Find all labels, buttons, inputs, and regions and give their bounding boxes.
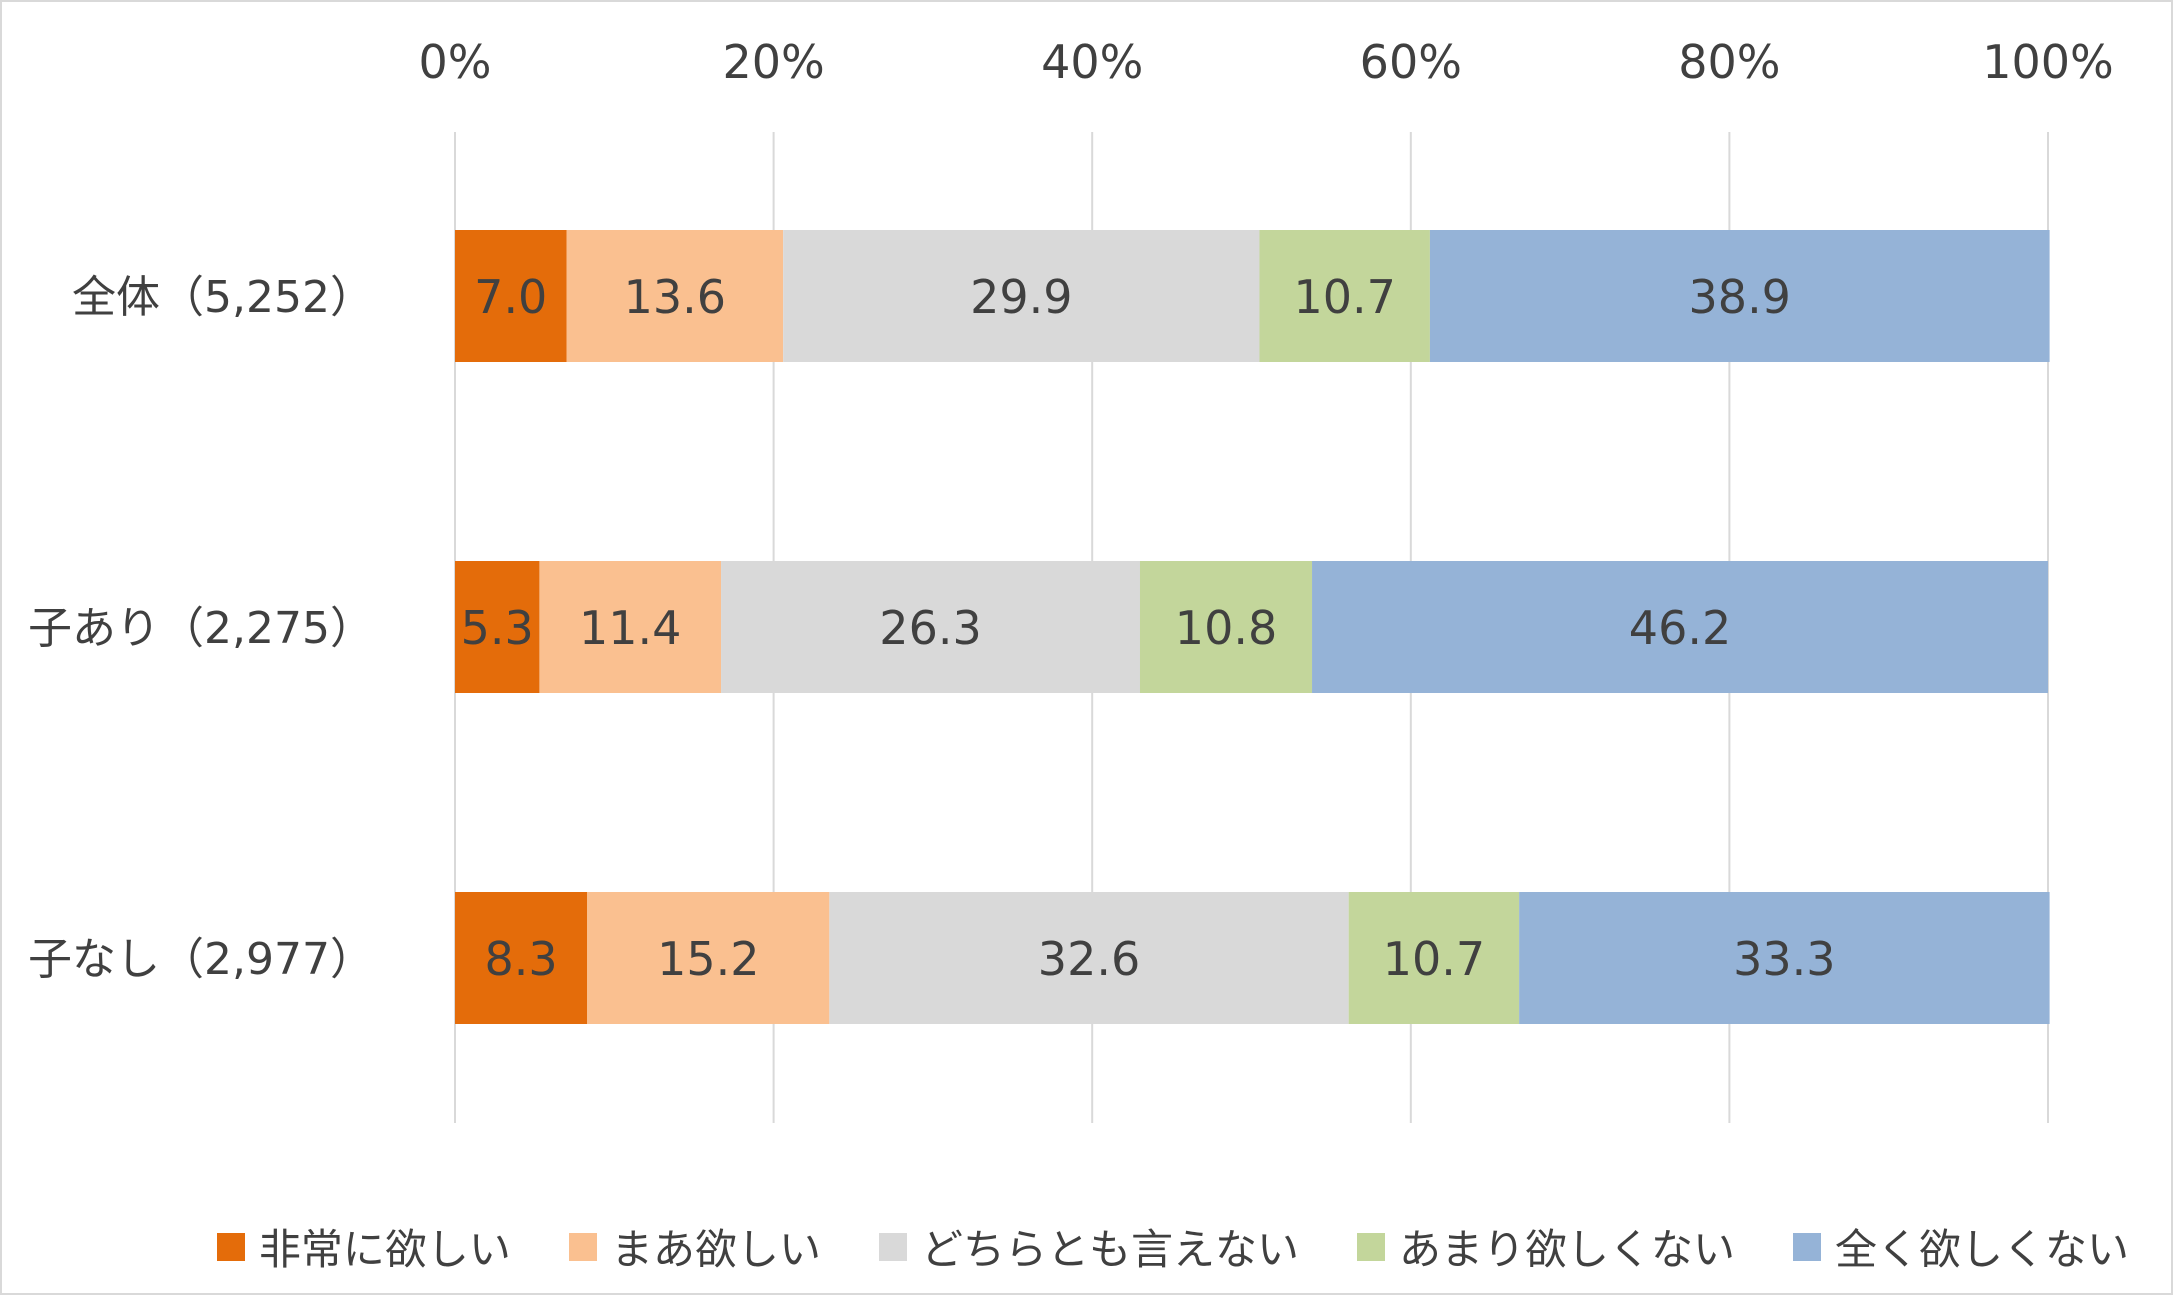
x-tick-label: 40% [1041, 35, 1143, 89]
x-tick-label: 80% [1678, 35, 1780, 89]
legend-swatch [1356, 1232, 1385, 1261]
legend-label: まあ欲しい [610, 1225, 821, 1274]
data-label: 33.3 [1733, 932, 1835, 986]
legend-item: どちらとも言えない [878, 1216, 1299, 1277]
legend-swatch [216, 1232, 245, 1261]
x-tick-label: 100% [1982, 35, 2114, 89]
bar-segment [1519, 892, 2050, 1024]
data-label: 38.9 [1689, 270, 1791, 324]
data-label: 32.6 [1038, 932, 1140, 986]
legend-item: まあ欲しい [568, 1216, 821, 1277]
bar-segment [566, 230, 784, 362]
data-label: 10.8 [1175, 601, 1277, 655]
bar-segment [587, 892, 830, 1024]
data-label: 11.4 [579, 601, 681, 655]
bar-segment [1429, 230, 2050, 362]
bar-segment [1312, 561, 2048, 693]
data-label: 46.2 [1629, 601, 1731, 655]
bar-segment [539, 561, 722, 693]
data-label: 29.9 [970, 270, 1072, 324]
category-label: 全体（5,252） [72, 272, 374, 323]
category-label: 子なし（2,977） [28, 934, 374, 985]
data-label: 15.2 [657, 932, 759, 986]
legend: 非常に欲しい まあ欲しい どちらとも言えない あまり欲しくない 全く欲しくない [0, 1216, 2173, 1277]
legend-swatch [568, 1232, 597, 1261]
x-tick-label: 60% [1360, 35, 1462, 89]
legend-item: 非常に欲しい [216, 1216, 511, 1277]
data-label: 10.7 [1293, 270, 1395, 324]
data-label: 13.6 [624, 270, 726, 324]
bar-segment [455, 561, 540, 693]
legend-item: 全く欲しくない [1792, 1216, 2129, 1277]
data-label: 26.3 [879, 601, 981, 655]
bar-segment [1348, 892, 1520, 1024]
bar-segment [721, 561, 1140, 693]
x-tick-label: 0% [419, 35, 492, 89]
bar-segment [455, 892, 588, 1024]
bar-segment [783, 230, 1260, 362]
legend-item: あまり欲しくない [1356, 1216, 1735, 1277]
x-tick-label: 20% [722, 35, 824, 89]
legend-label: どちらとも言えない [920, 1225, 1299, 1274]
legend-swatch [1792, 1232, 1821, 1261]
legend-label: 全く欲しくない [1834, 1225, 2129, 1274]
data-label: 10.7 [1383, 932, 1485, 986]
data-label: 8.3 [485, 932, 558, 986]
legend-label: 非常に欲しい [258, 1225, 511, 1274]
data-label: 5.3 [461, 601, 534, 655]
bar-segment [455, 230, 567, 362]
legend-swatch [878, 1232, 907, 1261]
bar-segment [829, 892, 1349, 1024]
bar-segment [1139, 561, 1313, 693]
legend-label: あまり欲しくない [1398, 1225, 1735, 1274]
category-label: 子あり（2,275） [28, 603, 374, 654]
data-label: 7.0 [474, 270, 547, 324]
bar-segment [1259, 230, 1430, 362]
